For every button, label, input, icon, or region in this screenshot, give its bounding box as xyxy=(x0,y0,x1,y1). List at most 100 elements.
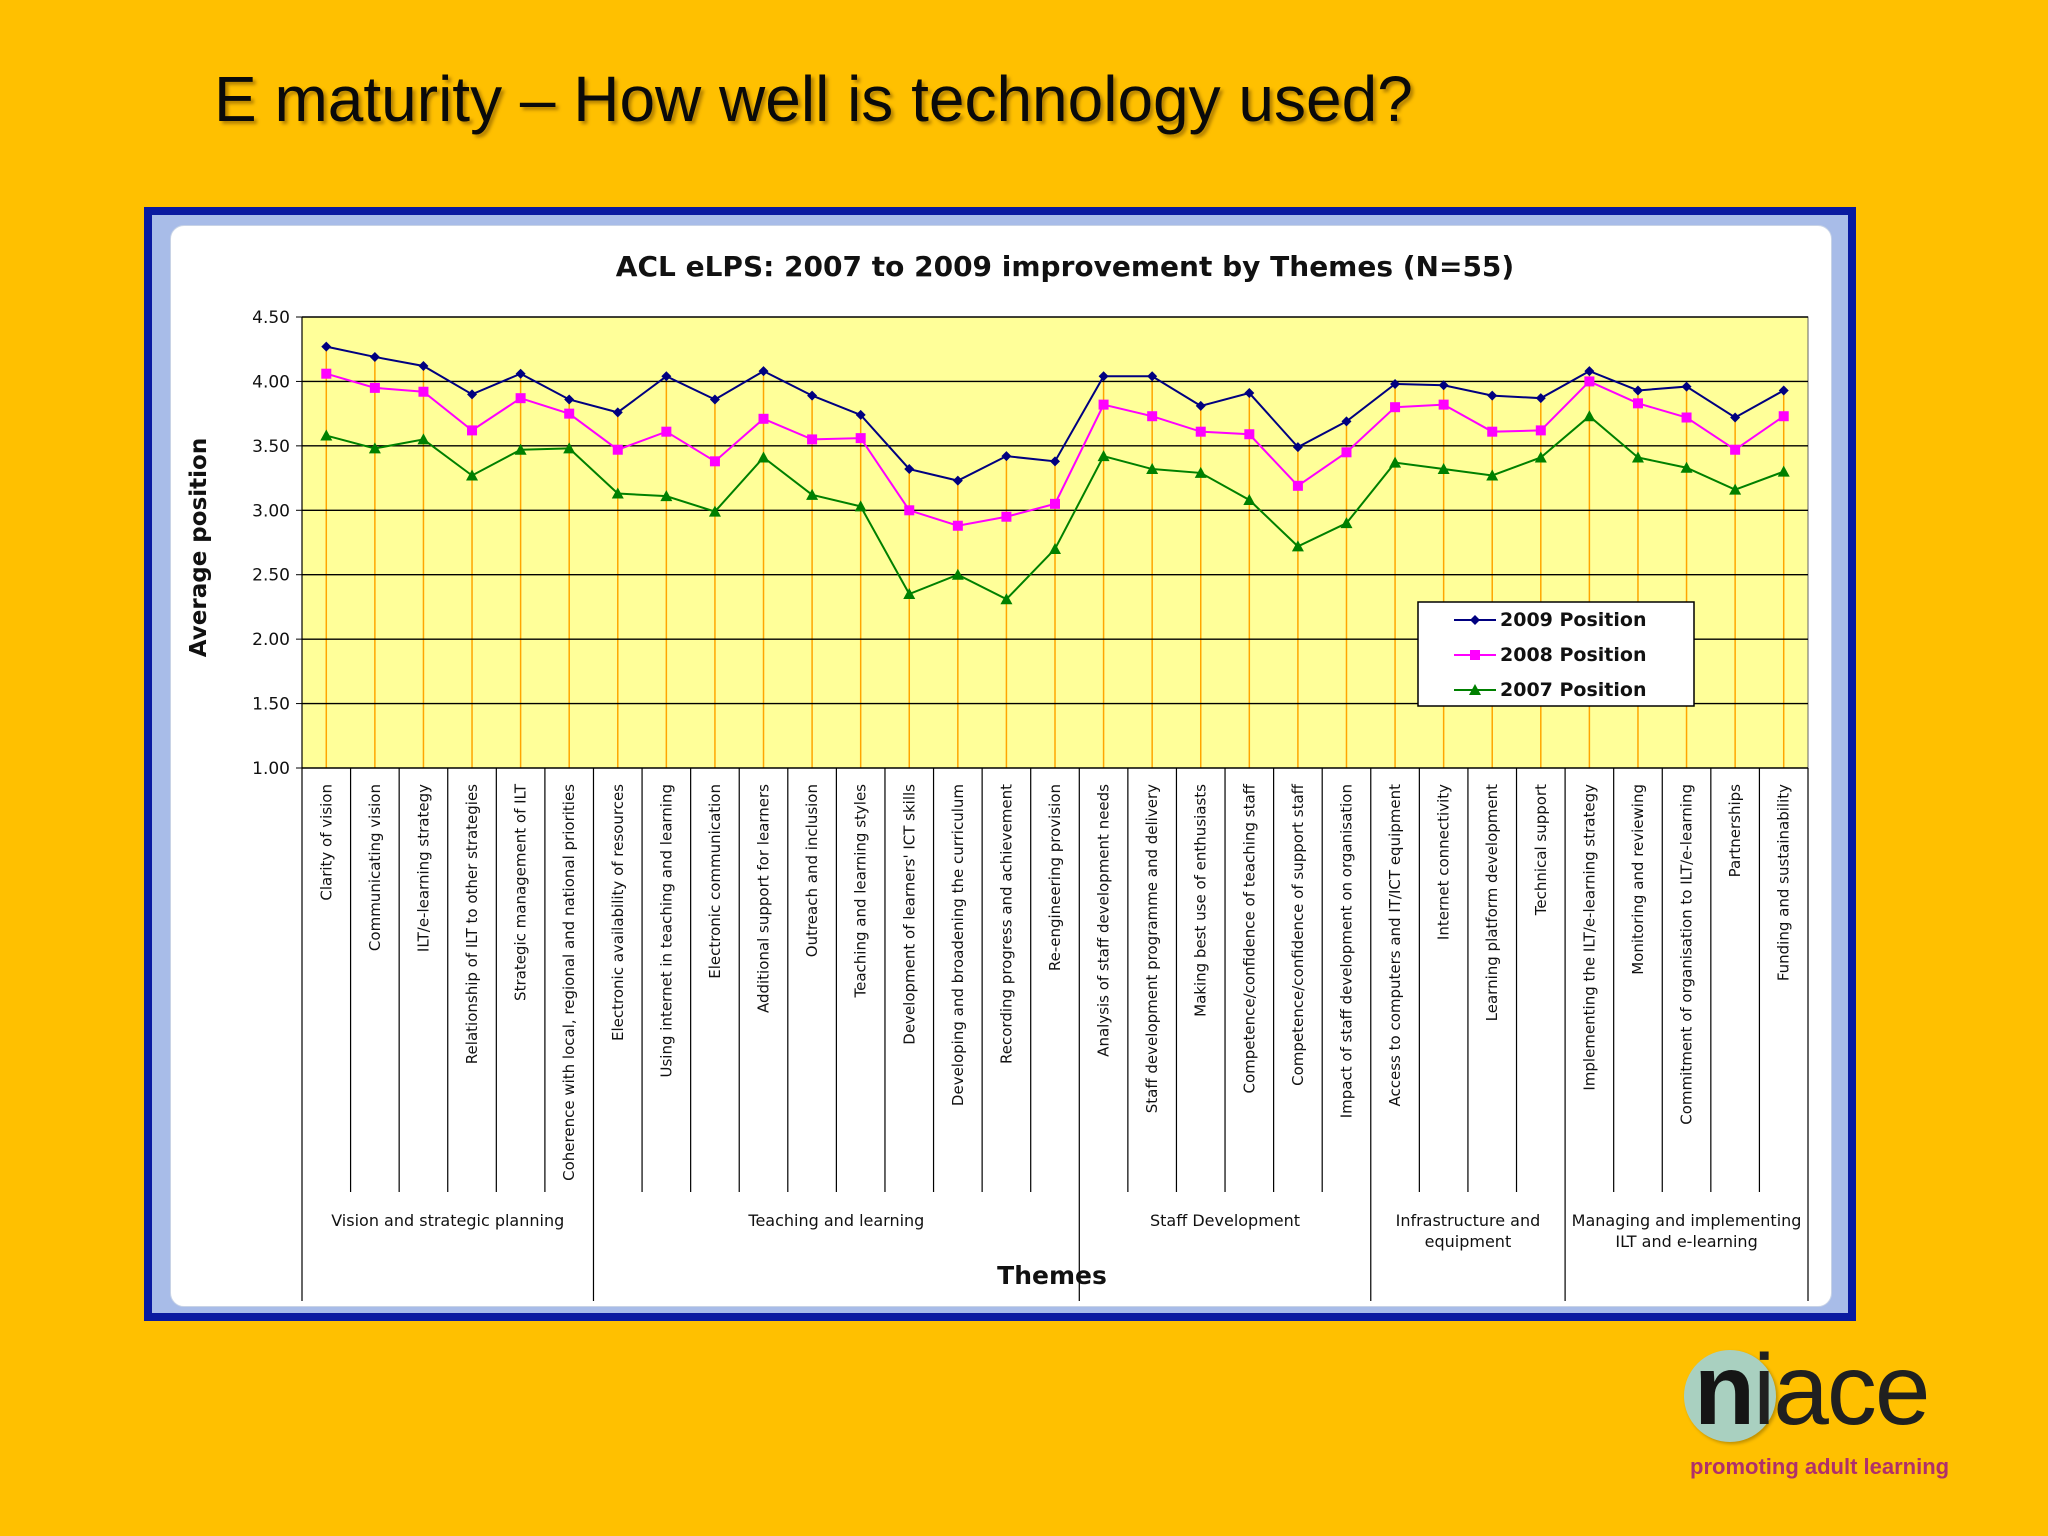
legend-entry: 2008 Position xyxy=(1500,644,1646,666)
data-point-2007 xyxy=(757,451,770,463)
category-label: Recording progress and achievement xyxy=(997,784,1015,1064)
data-point-2007 xyxy=(903,588,916,600)
category-label: Relationship of ILT to other strategies xyxy=(463,784,481,1064)
data-point-2009 xyxy=(1438,380,1449,391)
data-point-2009 xyxy=(952,475,963,486)
data-point-2007 xyxy=(806,488,819,500)
line-chart: ACL eLPS: 2007 to 2009 improvement by Th… xyxy=(186,250,1832,1301)
legend-marker xyxy=(1469,684,1481,695)
data-point-2009 xyxy=(1292,442,1303,453)
legend-marker xyxy=(1470,615,1480,625)
group-label: Vision and strategic planning xyxy=(331,1211,564,1230)
category-label: Technical support xyxy=(1532,784,1550,916)
category-label: Strategic management of ILT xyxy=(512,783,530,1001)
data-point-2008 xyxy=(1730,444,1741,455)
data-point-2009 xyxy=(1487,390,1498,401)
category-label: Clarity of vision xyxy=(317,784,335,901)
category-label: Teaching and learning styles xyxy=(852,784,870,999)
chart-frame: ACL eLPS: 2007 to 2009 improvement by Th… xyxy=(144,207,1856,1321)
data-point-2009 xyxy=(1390,379,1401,390)
data-point-2009 xyxy=(321,341,332,352)
data-point-2008 xyxy=(612,444,623,455)
category-label: Staff development programme and delivery xyxy=(1143,784,1161,1113)
data-point-2008 xyxy=(1195,426,1206,437)
data-point-2007 xyxy=(1680,461,1693,473)
logo-tagline: promoting adult learning xyxy=(1690,1454,1950,1479)
group-label: Infrastructure and equipment xyxy=(1396,1211,1541,1251)
logo-first-letter: n xyxy=(1694,1334,1755,1446)
legend-entry: 2007 Position xyxy=(1500,679,1646,701)
category-label: Internet connectivity xyxy=(1435,784,1453,940)
data-point-2008 xyxy=(758,413,769,424)
category-label: Communicating vision xyxy=(366,784,384,951)
data-point-2007 xyxy=(1097,450,1110,462)
data-point-2008 xyxy=(661,426,672,437)
data-point-2008 xyxy=(515,393,526,404)
data-point-2009 xyxy=(758,366,769,377)
resize-grip xyxy=(1831,781,1832,784)
data-point-2009 xyxy=(661,371,672,382)
data-point-2009 xyxy=(1778,385,1789,396)
data-point-2008 xyxy=(1632,398,1643,409)
logo-wordmark: niace xyxy=(1694,1340,1931,1440)
data-point-2008 xyxy=(1438,399,1449,410)
data-point-2007 xyxy=(514,443,527,455)
data-point-2009 xyxy=(1681,381,1692,392)
data-point-2007 xyxy=(1389,456,1402,468)
chart-area: ACL eLPS: 2007 to 2009 improvement by Th… xyxy=(170,225,1832,1307)
data-point-2008 xyxy=(1341,447,1352,458)
y-tick-label: 3.50 xyxy=(252,437,290,457)
legend-entry: 2009 Position xyxy=(1500,609,1646,631)
data-point-2007 xyxy=(1583,410,1596,422)
category-label: Access to computers and IT/ICT equipment xyxy=(1386,784,1404,1107)
data-point-2008 xyxy=(564,408,575,419)
category-label: Development of learners' ICT skills xyxy=(900,784,918,1045)
data-point-2007 xyxy=(708,505,721,517)
chart-title: ACL eLPS: 2007 to 2009 improvement by Th… xyxy=(616,250,1514,283)
data-point-2007 xyxy=(1000,593,1013,605)
category-label: Using internet in teaching and learning xyxy=(657,784,675,1077)
x-axis-label: Themes xyxy=(997,1261,1107,1290)
group-label: Teaching and learning xyxy=(747,1211,924,1230)
resize-grip xyxy=(1831,791,1832,794)
data-point-2009 xyxy=(1098,371,1109,382)
data-point-2009 xyxy=(418,360,429,371)
category-label: Electronic communication xyxy=(706,784,724,979)
data-point-2007 xyxy=(1777,465,1790,477)
logo-circle xyxy=(1684,1350,1776,1442)
data-point-2008 xyxy=(1001,511,1012,522)
data-point-2008 xyxy=(1390,402,1401,413)
data-point-2008 xyxy=(709,456,720,467)
data-point-2009 xyxy=(612,407,623,418)
data-point-2009 xyxy=(1730,412,1741,423)
data-point-2008 xyxy=(369,382,380,393)
data-point-2008 xyxy=(1584,376,1595,387)
data-point-2008 xyxy=(1681,412,1692,423)
data-point-2009 xyxy=(1341,416,1352,427)
category-label: Competence/confidence of teaching staff xyxy=(1240,783,1258,1093)
data-point-2007 xyxy=(1340,517,1353,529)
data-point-2007 xyxy=(1146,463,1159,475)
data-point-2007 xyxy=(320,429,333,441)
group-label: Managing and implementing ILT and e-learn… xyxy=(1572,1211,1802,1251)
category-label: Developing and broadening the curriculum xyxy=(949,784,967,1106)
data-point-2007 xyxy=(368,442,381,454)
category-label: Implementing the ILT/e-learning strategy xyxy=(1580,784,1598,1091)
category-label: Electronic availability of resources xyxy=(609,784,627,1041)
y-tick-label: 3.00 xyxy=(252,501,290,521)
resize-grip xyxy=(1831,786,1832,789)
y-tick-label: 1.50 xyxy=(252,695,290,715)
logo-rest: iace xyxy=(1753,1334,1930,1446)
data-point-2008 xyxy=(1098,399,1109,410)
category-label: Learning platform development xyxy=(1483,784,1501,1021)
data-point-2009 xyxy=(1244,388,1255,399)
category-label: Outreach and inclusion xyxy=(803,784,821,957)
data-point-2008 xyxy=(321,368,332,379)
data-point-2009 xyxy=(467,389,478,400)
data-point-2007 xyxy=(951,568,964,580)
group-label: Staff Development xyxy=(1150,1211,1300,1230)
data-point-2007 xyxy=(1049,542,1061,554)
data-point-2007 xyxy=(854,500,867,512)
data-point-2008 xyxy=(1147,411,1158,422)
slide-title: E maturity – How well is technology used… xyxy=(214,63,1413,135)
